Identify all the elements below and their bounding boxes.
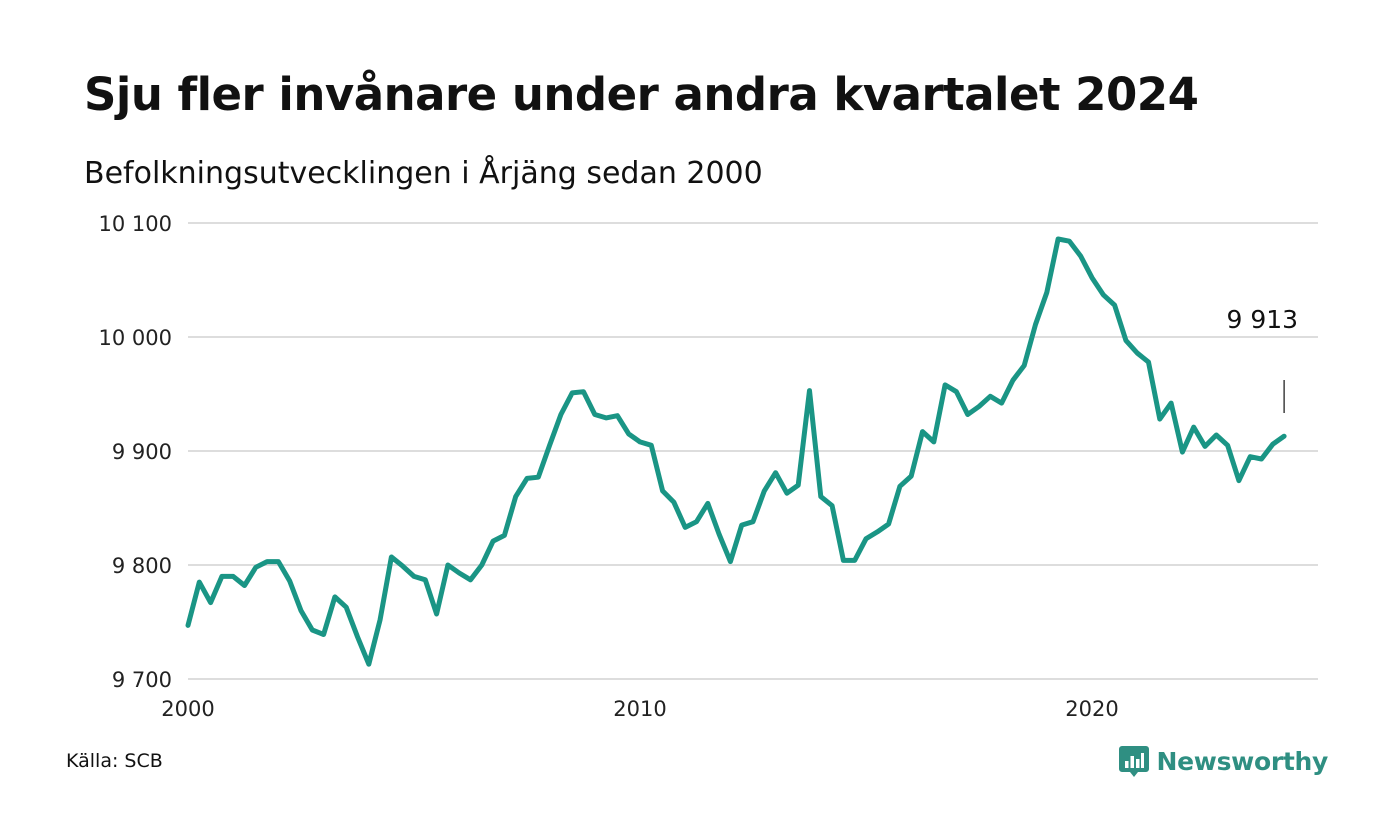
y-axis-tick-labels: 9 700 9 800 9 900 10 000 10 100 (99, 212, 172, 692)
grid-lines (188, 222, 1318, 680)
x-axis-tick-labels: 2000 2010 2020 (161, 697, 1118, 721)
newsworthy-logo-icon (1118, 746, 1149, 777)
y-tick-label: 9 900 (112, 440, 172, 464)
brand-name: Newsworthy (1156, 746, 1329, 776)
source-note: Källa: SCB (66, 750, 163, 772)
x-tick-label: 2000 (161, 697, 214, 721)
chart-subtitle: Befolkningsutvecklingen i Årjäng sedan 2… (84, 156, 763, 191)
y-tick-label: 10 100 (99, 212, 172, 236)
y-tick-label: 10 000 (99, 326, 172, 350)
chart-title: Sju fler invånare under andra kvartalet … (84, 68, 1199, 121)
x-tick-label: 2010 (613, 697, 666, 721)
brand-logo: Newsworthy (1118, 744, 1329, 778)
y-tick-label: 9 800 (112, 554, 172, 578)
y-tick-label: 9 700 (112, 668, 172, 692)
last-value-label: 9 913 (1227, 305, 1299, 334)
series-line-population (185, 236, 1287, 667)
x-tick-label: 2020 (1065, 697, 1118, 721)
